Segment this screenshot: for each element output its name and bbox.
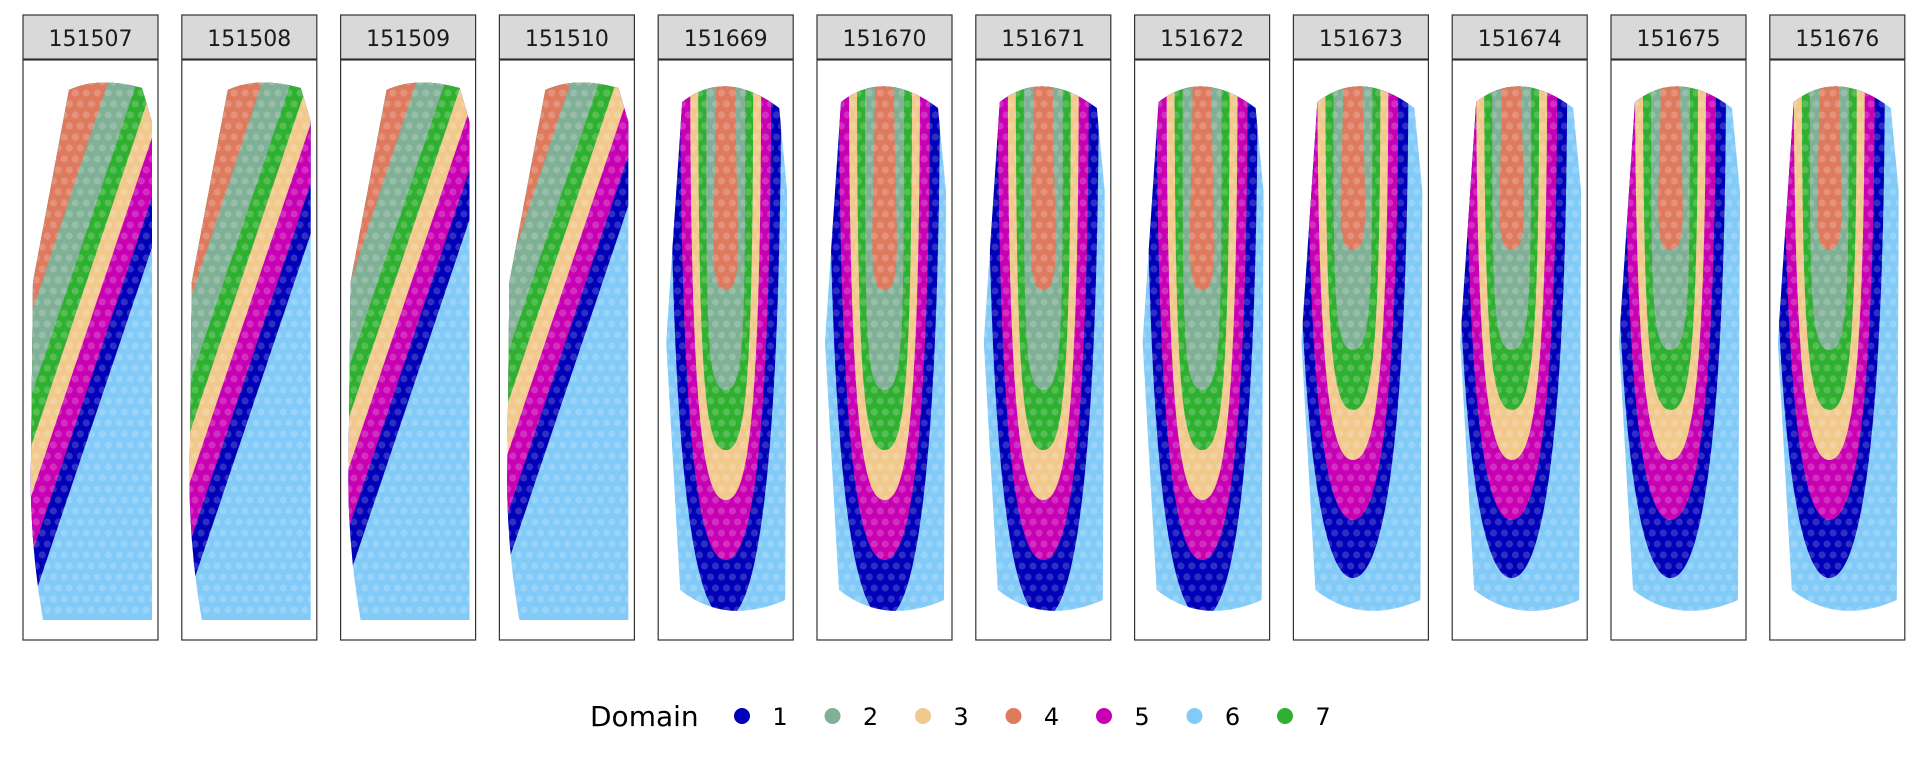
domain-region xyxy=(348,82,470,422)
domain-layers xyxy=(983,86,1105,611)
facet-panel: 151670 xyxy=(816,14,953,641)
domain-region xyxy=(348,82,470,342)
spot-texture xyxy=(348,82,470,614)
facet-panel: 151669 xyxy=(657,14,794,641)
domain-layers xyxy=(1777,86,1899,611)
legend-swatch xyxy=(1005,708,1022,724)
domain-region xyxy=(1499,86,1524,250)
strip-background xyxy=(181,14,318,60)
facet-panel: 151507 xyxy=(22,14,159,641)
facet-panel: 151508 xyxy=(181,14,318,641)
legend-items: 1 2 3 4 5 6 7 xyxy=(734,703,1331,731)
spot-texture xyxy=(1777,89,1899,611)
legend-swatch xyxy=(734,708,750,724)
domain-region xyxy=(30,82,152,370)
domain-layers xyxy=(1301,86,1423,611)
facet-panel: 151672 xyxy=(1133,14,1271,641)
strip-label: 151670 xyxy=(843,27,927,52)
legend-label: 7 xyxy=(1315,703,1330,731)
strip-label: 151671 xyxy=(1001,27,1085,52)
domain-region xyxy=(872,86,897,290)
spot-texture xyxy=(189,82,311,614)
legend-title: Domain xyxy=(590,700,699,733)
strip-background xyxy=(657,14,794,60)
legend-label: 4 xyxy=(1044,703,1059,731)
facet-panel: 151675 xyxy=(1610,14,1747,641)
strip-label: 151669 xyxy=(684,27,768,52)
domain-layers xyxy=(1619,86,1740,611)
domain-region xyxy=(1189,86,1215,290)
strip-background xyxy=(1133,14,1271,60)
facet-panel: 151676 xyxy=(1769,14,1906,641)
strip-label: 151673 xyxy=(1319,27,1403,52)
domain-region xyxy=(189,82,311,356)
strip-background xyxy=(975,14,1112,60)
domain-region xyxy=(1817,86,1842,250)
domain-region xyxy=(1658,86,1683,250)
domain-layers xyxy=(666,86,788,611)
facet-panel: 151509 xyxy=(340,14,477,641)
facet-panel: 151674 xyxy=(1451,14,1588,641)
legend-label: 6 xyxy=(1225,703,1240,731)
domain-layers xyxy=(1460,86,1582,611)
strip-background xyxy=(22,14,159,60)
facet-panel: 151671 xyxy=(975,14,1112,641)
strip-label: 151672 xyxy=(1160,27,1244,52)
legend-label: 3 xyxy=(953,703,968,731)
domain-layers xyxy=(825,86,946,611)
domain-layers xyxy=(1142,86,1264,611)
legend-swatch xyxy=(915,708,931,724)
strip-label: 151674 xyxy=(1478,27,1562,52)
legend-label: 1 xyxy=(772,703,787,731)
strip-background xyxy=(1610,14,1747,60)
strip-background xyxy=(340,14,477,60)
domain-region xyxy=(1031,86,1056,290)
legend-swatch xyxy=(1096,708,1112,724)
legend-swatch xyxy=(1186,708,1203,724)
strip-label: 151507 xyxy=(49,27,133,52)
strip-background xyxy=(498,14,635,60)
domain-region xyxy=(1340,86,1366,250)
legend: Domain 1 2 3 4 5 6 7 xyxy=(590,700,1331,733)
legend-label: 2 xyxy=(863,703,878,731)
facet-panel: 151510 xyxy=(498,14,635,641)
legend-label: 5 xyxy=(1134,703,1149,731)
strip-label: 151676 xyxy=(1795,27,1879,52)
strip-background xyxy=(816,14,953,60)
legend-swatch xyxy=(824,708,841,724)
facet-panels: 151507 151508 151509 151510 151669 151670 1516… xyxy=(22,14,1906,641)
domain-region xyxy=(713,86,738,290)
strip-label: 151675 xyxy=(1637,27,1721,52)
strip-background xyxy=(1769,14,1906,60)
strip-background xyxy=(1451,14,1588,60)
legend-swatch xyxy=(1277,708,1293,724)
spot-texture xyxy=(666,89,788,611)
facet-panel: 151673 xyxy=(1292,14,1430,641)
strip-label: 151508 xyxy=(207,27,291,52)
strip-background xyxy=(1292,14,1430,60)
strip-label: 151510 xyxy=(525,27,609,52)
strip-label: 151509 xyxy=(366,27,450,52)
